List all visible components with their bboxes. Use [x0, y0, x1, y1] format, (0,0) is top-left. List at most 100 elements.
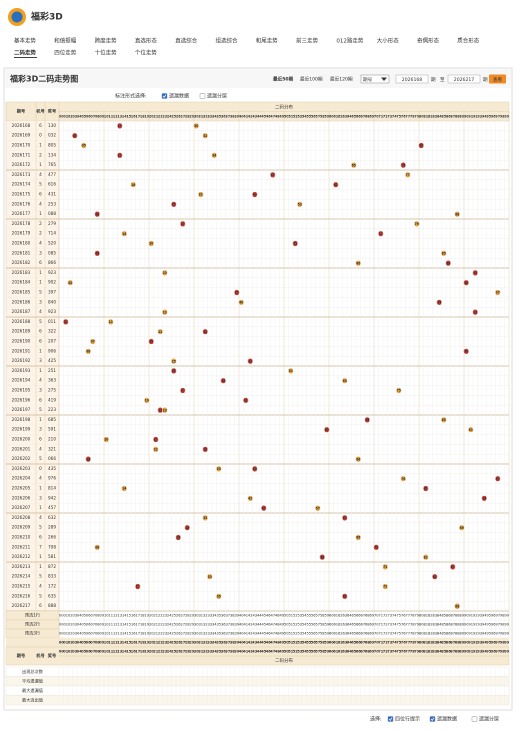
column-number: 79 [414, 632, 419, 636]
column-number: 15 [126, 614, 131, 618]
footer-option: 遗漏分层 [479, 716, 499, 723]
column-number: 43 [252, 623, 257, 627]
column-number: 58 [320, 114, 326, 118]
column-number: 45 [261, 623, 266, 627]
result: 266 [48, 535, 56, 540]
column-number: 64 [347, 623, 352, 627]
hit-number: 83 [433, 575, 437, 579]
column-number: 76 [401, 650, 407, 654]
column-number: 16 [131, 114, 137, 118]
machine: 2 [39, 221, 42, 226]
nav-link[interactable]: 和尾走势 [256, 37, 279, 45]
hit-number: 43 [253, 467, 257, 471]
nav-link[interactable]: 基本走势 [14, 37, 37, 45]
hit-ball [418, 142, 424, 149]
nav-link[interactable]: 十位走势 [95, 49, 118, 57]
column-number: 72 [383, 623, 388, 627]
nav-link[interactable]: 大小形态 [377, 37, 400, 45]
column-number: 63 [342, 114, 348, 118]
machine: 6 [39, 397, 42, 402]
hit-ball [180, 387, 186, 394]
column-number: 36 [221, 650, 227, 654]
select-box[interactable] [360, 74, 390, 84]
column-number: 28 [185, 614, 190, 618]
nav-link[interactable]: 个位走势 [135, 49, 158, 57]
column-number: 71 [378, 650, 384, 654]
column-header: 奖号 [48, 108, 56, 115]
column-number: 12 [113, 614, 118, 618]
column-number: 73 [387, 623, 392, 627]
result: 866 [48, 260, 56, 265]
column-number: 05 [81, 650, 87, 654]
column-number: 34 [212, 641, 218, 645]
input-to[interactable] [447, 74, 481, 84]
nav-link[interactable]: 奇偶形态 [417, 37, 440, 45]
quick-link[interactable]: 最近100期 [300, 76, 323, 83]
nav-link[interactable]: 四位走势 [54, 49, 77, 57]
checkbox[interactable] [199, 93, 206, 99]
hit-number: 42 [248, 359, 252, 363]
column-number: 66 [356, 114, 362, 118]
stats-label: 平均遗漏值 [22, 677, 43, 684]
column-number: 08 [95, 641, 101, 645]
checkbox[interactable] [471, 716, 478, 722]
column-number: 24 [167, 114, 173, 118]
column-number: 25 [171, 623, 176, 627]
hit-number: 89 [460, 526, 465, 530]
machine: 1 [39, 280, 42, 285]
nav-link[interactable]: 质合形态 [457, 37, 480, 45]
column-number: 08 [95, 623, 100, 627]
nav-link[interactable]: 和值振幅 [54, 37, 77, 45]
nav-link[interactable]: 前三走势 [296, 37, 319, 45]
nav-link[interactable]: 直选综合 [175, 37, 198, 45]
hit-number: 32 [203, 134, 207, 138]
result: 363 [48, 378, 56, 383]
column-number: 97 [495, 623, 500, 627]
hit-ball [171, 358, 177, 364]
quick-link[interactable]: 最近120期 [330, 76, 353, 83]
column-number: 55 [306, 650, 312, 654]
machine: 2 [39, 231, 42, 236]
hit-ball [171, 368, 177, 374]
column-number: 17 [135, 632, 140, 636]
column-number: 86 [446, 623, 451, 627]
machine: 3 [39, 427, 42, 432]
column-number: 95 [486, 614, 491, 618]
input-from[interactable] [395, 74, 429, 84]
column-number: 05 [81, 632, 86, 636]
column-number: 94 [482, 650, 488, 654]
checkbox[interactable] [429, 716, 436, 722]
column-number: 42 [248, 623, 253, 627]
column-number: 75 [396, 650, 402, 654]
checkbox[interactable] [387, 716, 394, 722]
nav-link[interactable]: 组选综合 [216, 37, 239, 45]
column-number: 38 [230, 650, 236, 654]
column-number: 55 [306, 632, 311, 636]
column-number: 39 [234, 650, 240, 654]
hit-number: 66 [356, 457, 361, 461]
column-number: 94 [482, 623, 487, 627]
hit-number: 39 [235, 291, 240, 295]
view-button[interactable] [489, 74, 506, 84]
checkbox[interactable] [161, 93, 168, 99]
result: 976 [48, 476, 56, 481]
nav-link[interactable]: 跨度走势 [95, 37, 118, 45]
column-number: 61 [333, 632, 338, 636]
column-number: 76 [401, 641, 407, 645]
column-number: 19 [144, 114, 150, 118]
column-number: 52 [293, 632, 298, 636]
quick-link[interactable]: 最近50期 [273, 76, 294, 83]
column-number: 74 [392, 614, 397, 618]
column-number: 59 [324, 114, 330, 118]
column-number: 02 [68, 614, 73, 618]
hit-ball [495, 476, 501, 482]
column-number: 90 [464, 614, 469, 618]
nav-link[interactable]: 二码走势 [14, 49, 37, 57]
column-number: 81 [423, 623, 428, 627]
hit-number: 65 [352, 163, 356, 167]
column-number: 76 [401, 114, 407, 118]
result: 066 [48, 456, 56, 461]
nav-link[interactable]: 直选形态 [135, 37, 158, 45]
column-number: 98 [500, 114, 506, 118]
nav-link[interactable]: 012路走势 [336, 37, 363, 45]
